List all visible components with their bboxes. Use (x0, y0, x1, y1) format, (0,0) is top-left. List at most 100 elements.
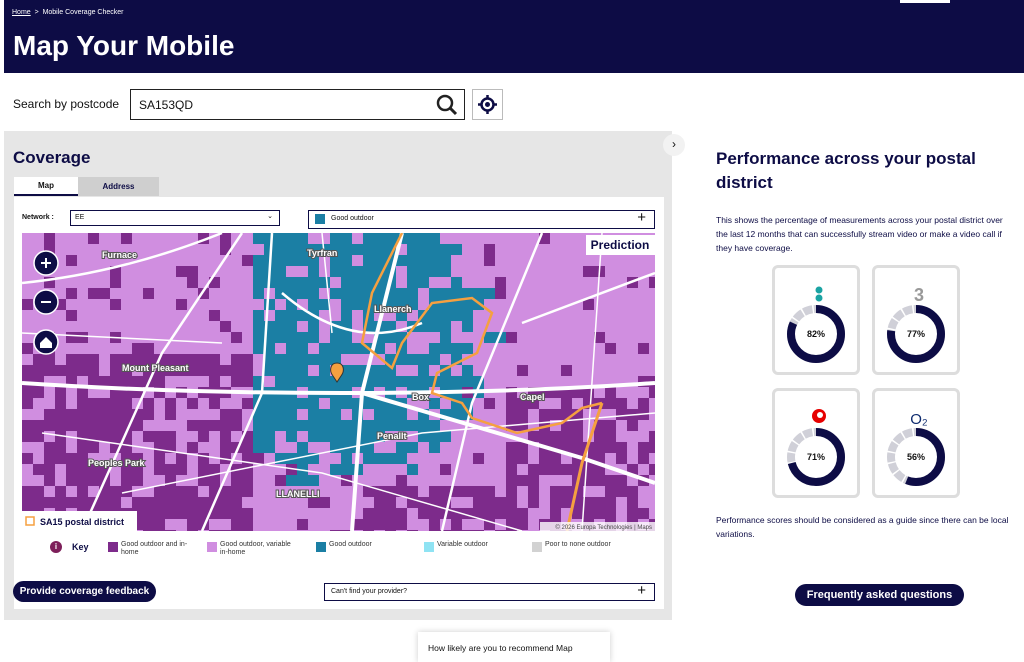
coverage-tile (396, 486, 407, 497)
search-icon[interactable] (436, 94, 458, 116)
coverage-tile (396, 420, 407, 431)
district-boundary (360, 233, 603, 435)
coverage-tile (99, 464, 110, 475)
locate-button[interactable] (472, 89, 503, 120)
coverage-tile (99, 431, 110, 442)
coverage-tile (407, 420, 418, 431)
search-value: SA153QD (139, 98, 194, 112)
zoom-out[interactable] (33, 289, 59, 315)
coverage-tile (33, 354, 44, 365)
coverage-tile (242, 398, 253, 409)
home-button[interactable] (33, 329, 59, 355)
coverage-tile (506, 332, 517, 343)
coverage-tile (616, 409, 627, 420)
coverage-tile (121, 365, 132, 376)
coverage-tile (77, 431, 88, 442)
coverage-tile (319, 343, 330, 354)
coverage-tile (484, 486, 495, 497)
coverage-tile (517, 398, 528, 409)
score-gauge: 82% (787, 286, 845, 363)
coverage-tile (297, 519, 308, 530)
coverage-tile (77, 486, 88, 497)
coverage-tile (275, 420, 286, 431)
coverage-tile (187, 354, 198, 365)
coverage-tile (451, 409, 462, 420)
layer-select[interactable]: Good outdoor + (308, 209, 655, 229)
coverage-tile (528, 497, 539, 508)
coverage-tile (341, 244, 352, 255)
coverage-tile (242, 530, 253, 531)
coverage-tile (330, 332, 341, 343)
coverage-tile (330, 464, 341, 475)
coverage-tile (264, 332, 275, 343)
coverage-tile (451, 310, 462, 321)
coverage-tile (220, 530, 231, 531)
coverage-tile (198, 475, 209, 486)
coverage-tile (363, 233, 374, 244)
coverage-tile (484, 255, 495, 266)
coverage-tile (220, 244, 231, 255)
coverage-tile (308, 332, 319, 343)
coverage-tile (517, 442, 528, 453)
coverage-tile (99, 497, 110, 508)
coverage-tile (352, 277, 363, 288)
coverage-tile (341, 453, 352, 464)
coverage-tile (165, 475, 176, 486)
coverage-tile (385, 233, 396, 244)
coverage-tile (473, 376, 484, 387)
tab-map[interactable]: Map (14, 177, 78, 196)
zoom-in[interactable] (33, 250, 59, 276)
coverage-tile (308, 277, 319, 288)
survey-popup[interactable]: How likely are you to recommend Map (418, 632, 610, 662)
coverage-tile (396, 453, 407, 464)
coverage-tile (374, 420, 385, 431)
coverage-tile (187, 508, 198, 519)
network-select[interactable]: EE ⌄ (70, 210, 280, 226)
coverage-tile (374, 398, 385, 409)
coverage-tile (55, 442, 66, 453)
coverage-tile (561, 387, 572, 398)
feedback-button[interactable]: Provide coverage feedback (13, 581, 156, 602)
coverage-tile (297, 277, 308, 288)
provider-link[interactable]: Can't find your provider? + (324, 582, 655, 601)
coverage-tile (473, 486, 484, 497)
coverage-tile (22, 343, 33, 354)
coverage-tile (176, 299, 187, 310)
coverage-tile (143, 343, 154, 354)
faq-button[interactable]: Frequently asked questions (795, 584, 964, 606)
coverage-tile (539, 431, 550, 442)
district-boundary-2 (565, 402, 604, 531)
coverage-tile (429, 299, 440, 310)
coverage-tile (187, 277, 198, 288)
coverage-tile (473, 530, 484, 531)
coverage-tile (308, 497, 319, 508)
search-input[interactable]: SA153QD (130, 89, 465, 120)
coverage-tile (187, 420, 198, 431)
coverage-tile (110, 376, 121, 387)
coverage-tile (484, 497, 495, 508)
breadcrumb-home[interactable]: Home (12, 9, 31, 16)
coverage-tile (187, 365, 198, 376)
coverage-tile (341, 310, 352, 321)
coverage-tile (627, 420, 638, 431)
tab-address[interactable]: Address (78, 177, 159, 196)
coverage-tile (99, 409, 110, 420)
locate-icon (478, 95, 497, 114)
coverage-tile (385, 530, 396, 531)
performance-title: Performance across your postal district (716, 149, 976, 192)
coverage-map[interactable]: Furnace Tyrfran Llanerch Mount Pleasant … (22, 233, 655, 531)
operator-logo: O₂ (910, 411, 928, 428)
coverage-tile (220, 233, 231, 244)
coverage-tile (462, 508, 473, 519)
coverage-tile (484, 244, 495, 255)
coverage-tile (22, 431, 33, 442)
coverage-tile (286, 431, 297, 442)
gauge-arc (787, 428, 845, 486)
coverage-tile (627, 497, 638, 508)
collapse-button[interactable]: › (663, 134, 685, 156)
coverage-tile (396, 475, 407, 486)
coverage-tile (242, 453, 253, 464)
coverage-tile (429, 310, 440, 321)
coverage-tile (407, 486, 418, 497)
coverage-tile (583, 299, 594, 310)
